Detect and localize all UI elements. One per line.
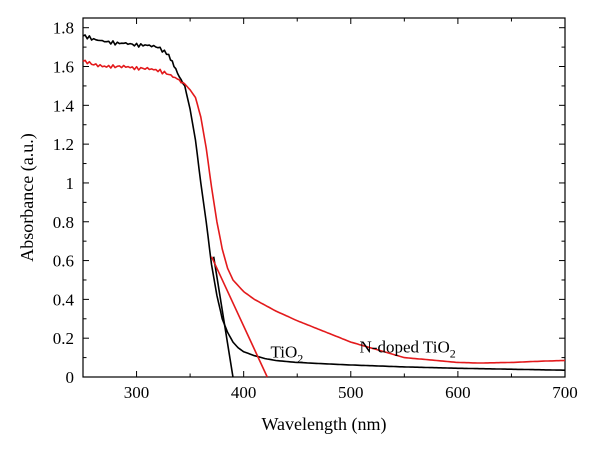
x-tick-label: 600 xyxy=(445,383,471,402)
y-tick-label: 0 xyxy=(66,368,75,387)
y-tick-label: 1.4 xyxy=(53,96,75,115)
y-tick-label: 0.8 xyxy=(53,213,74,232)
series-line-tio2 xyxy=(82,34,565,372)
x-tick-label: 300 xyxy=(124,383,150,402)
y-axis-title: Absorbance (a.u.) xyxy=(17,133,38,261)
y-tick-label: 1 xyxy=(66,174,75,193)
x-tick-label: 700 xyxy=(552,383,578,402)
x-tick-label: 400 xyxy=(231,383,257,402)
y-tick-label: 0.6 xyxy=(53,252,74,271)
y-tick-label: 1.6 xyxy=(53,58,74,77)
series-group xyxy=(82,34,566,378)
tangent-line-n-doped-tio2 xyxy=(210,256,268,378)
x-tick-label: 500 xyxy=(338,383,364,402)
series-line-n-doped-tio2 xyxy=(82,59,566,364)
y-tick-label: 0.4 xyxy=(53,290,75,309)
y-tick-label: 1.2 xyxy=(53,135,74,154)
axes-group xyxy=(82,17,566,378)
y-tick-label: 1.8 xyxy=(53,19,74,38)
tangent-line-tio2 xyxy=(212,256,234,378)
labels-group: 300 400 500 600 700 0 0.2 0.4 0.6 0.8 1 1.2 1.4 1.6 1.… xyxy=(17,19,578,435)
n-doped-tio2-label: N-doped TiO2 xyxy=(360,338,456,361)
y-tick-label: 0.2 xyxy=(53,329,74,348)
ticks-group xyxy=(82,18,566,378)
tio2-label: TiO2 xyxy=(270,343,303,366)
x-axis-title: Wavelength (nm) xyxy=(261,414,386,435)
plot-frame xyxy=(82,17,566,378)
